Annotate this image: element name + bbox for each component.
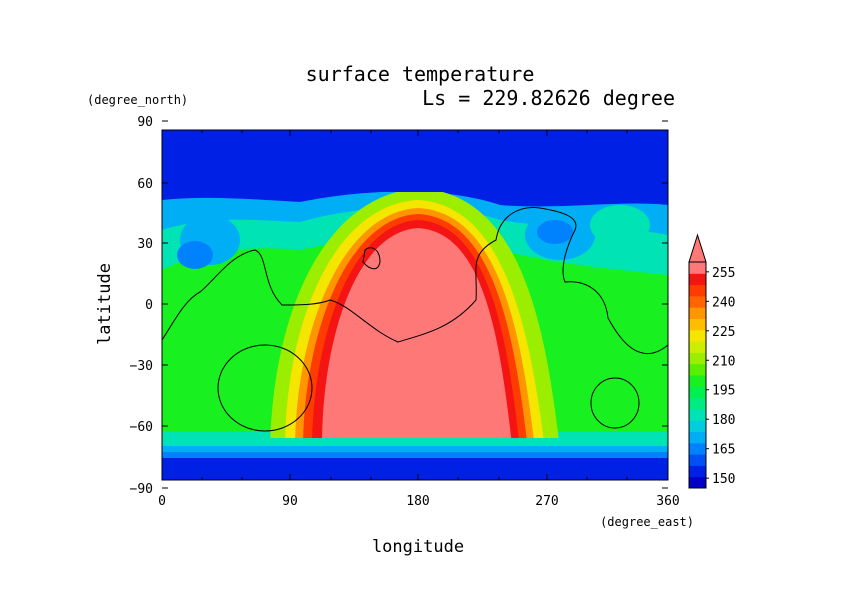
colorbar-labels: 150 165 180 195 210 225 240 255: [706, 266, 735, 487]
x-tick-label: 360: [656, 494, 679, 509]
heatmap-field: [162, 130, 668, 480]
colorbar-segment: [689, 262, 706, 274]
y-tick-label: 30: [137, 237, 153, 252]
colorbar-label: 165: [712, 443, 735, 458]
colorbar-segment: [689, 284, 706, 297]
colorbar-label: 195: [712, 384, 735, 399]
colorbar-segment: [689, 318, 706, 331]
colorbar-segment: [689, 465, 706, 478]
colorbar-segment: [689, 476, 706, 489]
chart-subtitle: Ls = 229.82626 degree: [422, 86, 675, 110]
colorbar-label: 180: [712, 413, 735, 428]
colorbar-label: 225: [712, 325, 735, 340]
y-tick-label: −30: [130, 359, 153, 374]
colorbar-frame: [688, 261, 707, 489]
colorbar-segment: [689, 442, 706, 455]
colorbar-label: 255: [712, 266, 735, 281]
x-tick-label: 270: [535, 494, 558, 509]
colorbar-segment: [689, 341, 706, 353]
y-tick-labels: 90 60 30 0 −30 −60 −90: [130, 115, 153, 497]
colorbar-label: 150: [712, 472, 735, 487]
y-tick-label: 60: [137, 177, 153, 192]
colorbar-segment: [689, 295, 706, 308]
colorbar: [688, 233, 707, 489]
x-tick-label: 180: [406, 494, 429, 509]
colorbar-extension: [688, 233, 707, 263]
colorbar-segment: [689, 431, 706, 444]
colorbar-segment: [689, 375, 706, 387]
colorbar-segment: [689, 386, 706, 399]
colorbar-segment: [689, 397, 706, 410]
colorbar-segment: [689, 363, 706, 376]
colorbar-segment: [689, 454, 706, 466]
colorbar-segment: [689, 352, 706, 365]
x-tick-labels: 0 90 180 270 360: [158, 494, 680, 509]
colorbar-segment: [689, 420, 706, 432]
y-tick-label: −60: [130, 420, 153, 435]
chart-title: surface temperature: [306, 62, 535, 86]
colorbar-segment: [689, 408, 706, 421]
colorbar-segment: [689, 329, 706, 342]
colorbar-segment: [689, 307, 706, 319]
x-unit-label: (degree_east): [600, 515, 694, 529]
x-tick-label: 0: [158, 494, 166, 509]
y-tick-label: 0: [145, 298, 153, 313]
y-unit-label: (degree_north): [87, 93, 188, 107]
x-tick-label: 90: [282, 494, 298, 509]
y-tick-label: −90: [130, 482, 153, 497]
colorbar-label: 210: [712, 354, 735, 369]
y-tick-label: 90: [137, 115, 153, 130]
colorbar-label: 240: [712, 295, 735, 310]
plot-frame: [161, 120, 669, 489]
x-axis-title: longitude: [372, 537, 464, 557]
y-axis-title: latitude: [95, 263, 115, 345]
colorbar-segment: [689, 273, 706, 286]
